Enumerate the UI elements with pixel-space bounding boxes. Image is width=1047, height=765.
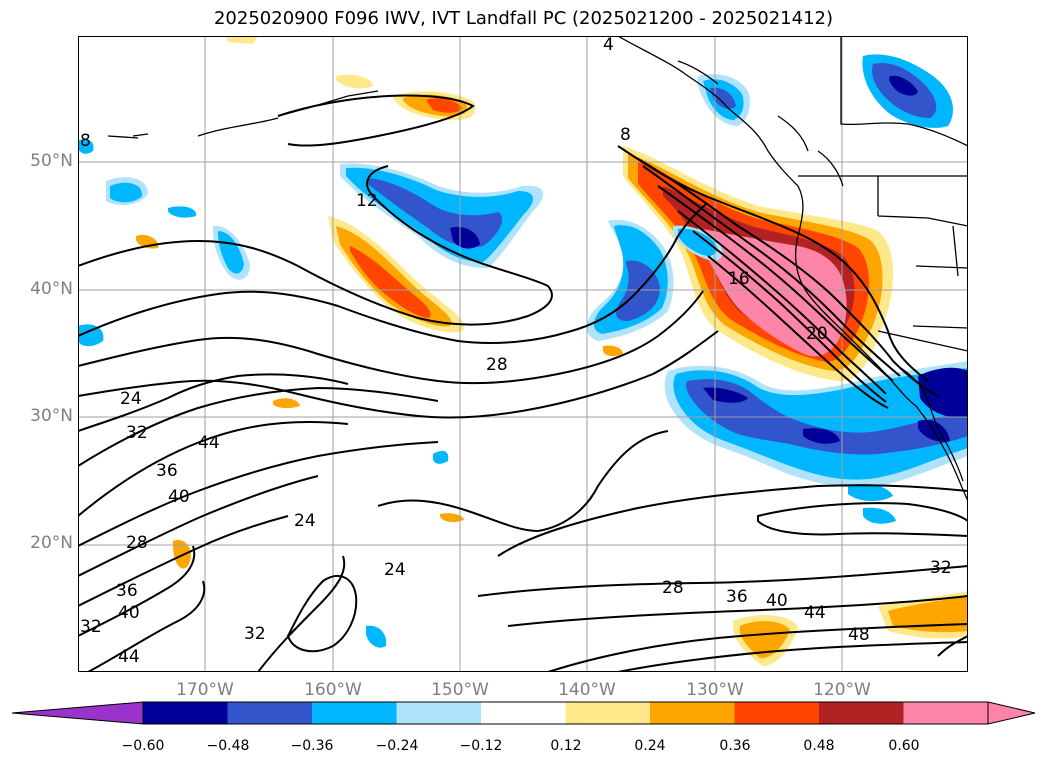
colorbar	[11, 701, 1036, 725]
colorbar-cell	[819, 702, 904, 724]
contour-label: 32	[80, 617, 102, 637]
colorbar-extend-max	[987, 701, 1036, 725]
contour-label: 20	[806, 324, 828, 344]
lat-label-50n: 50°N	[30, 151, 73, 171]
colorbar-tick: 0.48	[803, 738, 835, 754]
contour-label: 44	[804, 603, 826, 623]
lon-label-140w: 140°W	[558, 680, 616, 700]
lon-label-170w: 170°W	[176, 680, 234, 700]
colorbar-tick: −0.36	[290, 738, 334, 754]
contour-label: 44	[118, 647, 140, 667]
contour-label: 32	[930, 558, 952, 578]
lat-label-30n: 30°N	[30, 406, 73, 426]
colorbar-cell	[565, 702, 651, 724]
iwv-contours	[78, 94, 968, 672]
colorbar-tick: 0.36	[719, 738, 751, 754]
colorbar-cell	[734, 702, 820, 724]
colorbar-cell	[396, 702, 482, 724]
contour-label: 28	[486, 355, 508, 375]
colorbar-tick: 0.24	[634, 738, 666, 754]
contour-label: 40	[766, 591, 788, 611]
colorbar-cells	[143, 702, 989, 724]
anomaly-shading	[78, 36, 968, 666]
lon-label-120w: 120°W	[813, 680, 871, 700]
colorbar-tick: −0.60	[121, 738, 165, 754]
lat-label-20n: 20°N	[30, 533, 73, 553]
contour-label: 44	[198, 433, 220, 453]
contour-label: 8	[80, 131, 91, 151]
lon-label-130w: 130°W	[686, 680, 744, 700]
contour-label: 28	[662, 578, 684, 598]
contour-label: 40	[118, 603, 140, 623]
map-panel: 4 8 8 12 16 20 28 24 32 36 44 40 28 24 2…	[78, 36, 968, 672]
colorbar-cell	[903, 702, 989, 724]
graticule	[78, 36, 968, 672]
contour-label: 24	[120, 389, 142, 409]
colorbar-tick: 0.12	[550, 738, 582, 754]
contour-label: 24	[294, 511, 316, 531]
contour-label: 16	[728, 269, 750, 289]
contour-label: 12	[356, 191, 378, 211]
contour-label: 32	[244, 624, 266, 644]
map-title: 2025020900 F096 IWV, IVT Landfall PC (20…	[213, 8, 834, 29]
contour-label: 8	[620, 125, 631, 145]
contour-label: 36	[726, 587, 748, 607]
contour-label: 24	[384, 560, 406, 580]
contour-label: 32	[126, 423, 148, 443]
colorbar-cell	[481, 702, 566, 724]
colorbar-extend-min	[11, 701, 144, 725]
lon-label-160w: 160°W	[304, 680, 362, 700]
colorbar-tick: −0.24	[375, 738, 419, 754]
contour-label: 4	[603, 36, 614, 55]
contour-label: 36	[116, 581, 138, 601]
contour-label: 28	[126, 533, 148, 553]
colorbar-cell	[650, 702, 735, 724]
colorbar-tick: 0.60	[888, 738, 920, 754]
colorbar-cell	[143, 702, 228, 724]
colorbar-cell	[227, 702, 313, 724]
contour-label: 36	[156, 461, 178, 481]
colorbar-tick: −0.48	[206, 738, 250, 754]
contour-label: 40	[168, 487, 190, 507]
colorbar-cell	[312, 702, 397, 724]
contour-label: 48	[848, 625, 870, 645]
contour-labels: 4 8 8 12 16 20 28 24 32 36 44 40 28 24 2…	[80, 36, 952, 667]
lat-label-40n: 40°N	[30, 279, 73, 299]
lon-label-150w: 150°W	[431, 680, 489, 700]
colorbar-tick: −0.12	[459, 738, 503, 754]
